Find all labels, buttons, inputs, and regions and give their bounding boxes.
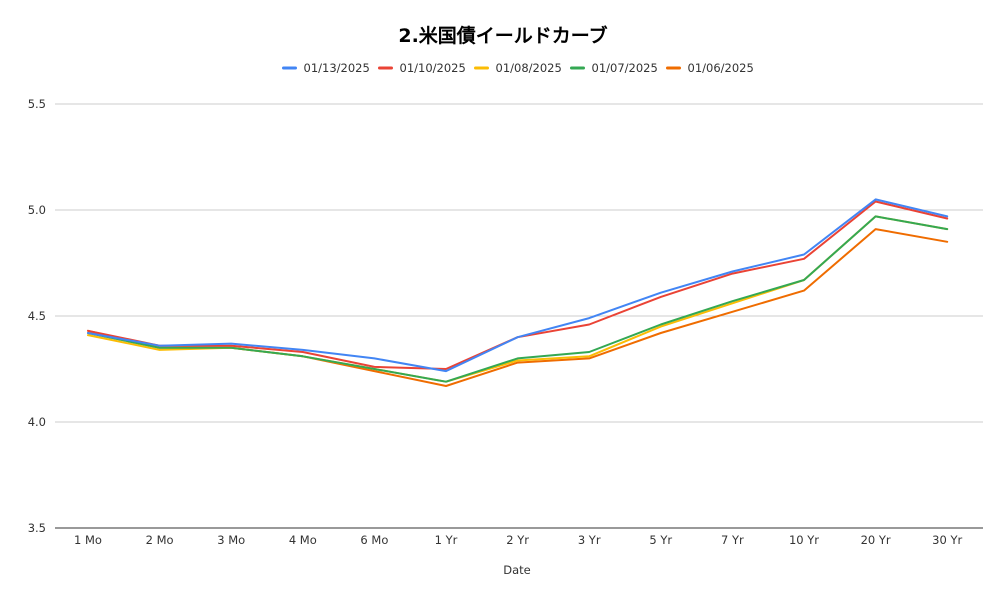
y-tick-label: 5.5 xyxy=(28,97,46,111)
series-line-01-08-2025 xyxy=(87,215,949,383)
y-tick-label: 5.0 xyxy=(28,203,46,217)
x-tick-label: 30 Yr xyxy=(932,533,962,547)
gridlines xyxy=(55,103,983,529)
legend-item: 01/06/2025 xyxy=(666,61,754,75)
x-tick-label: 2 Yr xyxy=(506,533,529,547)
series-line-01-07-2025 xyxy=(87,215,949,383)
legend-item: 01/10/2025 xyxy=(378,61,466,75)
legend-item: 01/13/2025 xyxy=(282,61,370,75)
y-tick-label: 4.5 xyxy=(28,309,46,323)
x-tick-label: 2 Mo xyxy=(146,533,174,547)
legend-label: 01/13/2025 xyxy=(304,61,370,75)
series-line-01-06-2025 xyxy=(87,228,949,387)
x-tick-label: 4 Mo xyxy=(289,533,317,547)
chart-title: 2.米国債イールドカーブ xyxy=(398,24,607,47)
x-tick-label: 1 Mo xyxy=(74,533,102,547)
x-tick-label: 7 Yr xyxy=(721,533,744,547)
x-tick-label: 3 Yr xyxy=(578,533,601,547)
x-tick-label: 5 Yr xyxy=(649,533,672,547)
y-tick-label: 3.5 xyxy=(28,521,46,535)
y-tick-label: 4.0 xyxy=(28,415,46,429)
legend-label: 01/08/2025 xyxy=(496,61,562,75)
y-axis-ticks: 3.5 4.0 4.5 5.0 5.5 xyxy=(28,97,46,535)
legend: 01/13/2025 01/10/2025 01/08/2025 01/07/2025… xyxy=(282,61,754,75)
x-tick-label: 1 Yr xyxy=(435,533,458,547)
series-lines xyxy=(87,198,949,387)
x-tick-label: 20 Yr xyxy=(861,533,891,547)
x-tick-label: 3 Mo xyxy=(217,533,245,547)
x-tick-label: 6 Mo xyxy=(360,533,388,547)
x-axis-title: Date xyxy=(503,563,531,577)
x-axis-ticks: 1 Mo 2 Mo 3 Mo 4 Mo 6 Mo 1 Yr 2 Yr 3 Yr 5 Yr 7 Yr… xyxy=(74,533,962,547)
legend-label: 01/07/2025 xyxy=(592,61,658,75)
legend-label: 01/10/2025 xyxy=(400,61,466,75)
legend-item: 01/07/2025 xyxy=(570,61,658,75)
series-line-01-13-2025 xyxy=(87,198,949,373)
legend-item: 01/08/2025 xyxy=(474,61,562,75)
x-tick-label: 10 Yr xyxy=(789,533,819,547)
legend-label: 01/06/2025 xyxy=(688,61,754,75)
